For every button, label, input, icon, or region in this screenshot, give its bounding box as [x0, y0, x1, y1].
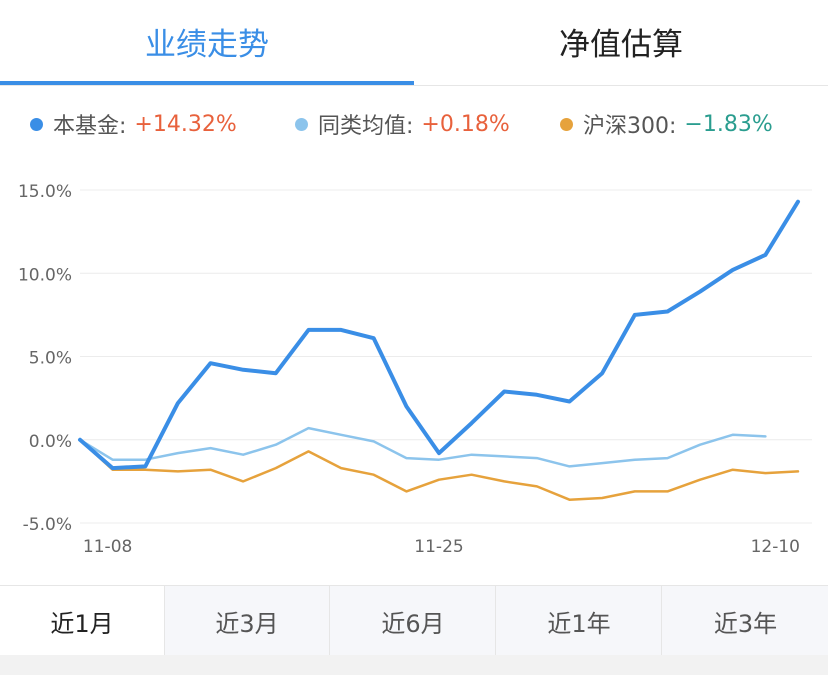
legend-value-fund: +14.32%: [134, 111, 237, 137]
legend-name-csi300: 沪深300:: [583, 114, 677, 139]
y-tick-label: -5.0%: [23, 515, 72, 535]
x-tick-label: 11-08: [83, 537, 132, 557]
bottom-strip: [0, 655, 828, 675]
performance-line-chart: 15.0% 10.0% 5.0% 0.0% -5.0% 11-08 11-25 12-10: [18, 182, 812, 557]
x-tick-label: 12-10: [751, 537, 800, 557]
legend-item-csi300: 沪深300: −1.83%: [560, 108, 773, 140]
tab-nav-estimate[interactable]: 净值估算: [559, 26, 683, 63]
legend-name-peer-average: 同类均值:: [318, 114, 414, 139]
time-range-selector: 近1月 近3月 近6月 近1年 近3年: [0, 585, 828, 656]
range-6-months[interactable]: 近6月: [331, 586, 496, 656]
legend-value-peer-average: +0.18%: [421, 111, 510, 137]
x-tick-label: 11-25: [414, 537, 463, 557]
y-tick-label: 0.0%: [29, 432, 72, 452]
range-3-years[interactable]: 近3年: [713, 609, 778, 638]
tab-performance[interactable]: 业绩走势: [145, 26, 269, 63]
chart-legend: 本基金: +14.32% 同类均值: +0.18% 沪深300: −1.83%: [0, 108, 828, 148]
series-line-peer-average: [78, 426, 767, 468]
y-tick-label: 5.0%: [29, 349, 72, 369]
legend-item-peer-average: 同类均值: +0.18%: [295, 108, 510, 140]
legend-dot-peer-average: [295, 117, 308, 131]
tab-bar: 业绩走势 净值估算: [0, 0, 828, 86]
legend-dot-csi300: [560, 117, 573, 131]
legend-value-csi300: −1.83%: [684, 111, 773, 137]
range-1-year[interactable]: 近1年: [497, 586, 662, 656]
range-3-months[interactable]: 近3月: [165, 586, 330, 656]
legend-dot-fund: [30, 117, 43, 131]
legend-name-fund: 本基金:: [53, 114, 127, 139]
y-tick-label: 15.0%: [18, 182, 72, 202]
series-line-csi300: [78, 438, 800, 501]
legend-item-fund: 本基金: +14.32%: [30, 108, 237, 140]
tab-divider: [0, 85, 828, 86]
y-tick-label: 10.0%: [18, 265, 72, 285]
series-line-fund: [78, 199, 800, 471]
range-1-month[interactable]: 近1月: [0, 586, 165, 656]
active-tab-indicator: [0, 81, 414, 86]
